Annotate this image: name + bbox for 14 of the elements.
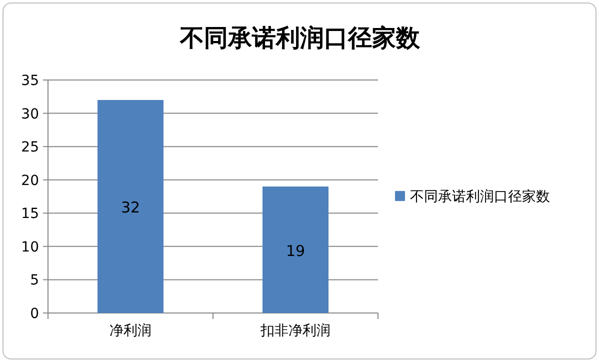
y-tick-label: 25 xyxy=(21,140,39,156)
x-tick-label: 净利润 xyxy=(110,323,152,339)
y-tick-label: 20 xyxy=(21,172,39,189)
y-tick-label: 5 xyxy=(30,272,39,289)
legend: 不同承诺利润口径家数 xyxy=(395,189,550,205)
y-tick-label: 0 xyxy=(30,306,39,322)
y-tick-label: 30 xyxy=(21,106,39,122)
y-tick-label: 10 xyxy=(21,239,39,256)
y-tick-label: 15 xyxy=(21,206,39,222)
data-label: 19 xyxy=(286,242,306,260)
y-tick-label: 35 xyxy=(21,73,39,89)
data-label: 32 xyxy=(120,198,140,216)
chart-title: 不同承诺利润口径家数 xyxy=(179,24,421,52)
x-tick-label: 扣非净利润 xyxy=(260,323,330,339)
